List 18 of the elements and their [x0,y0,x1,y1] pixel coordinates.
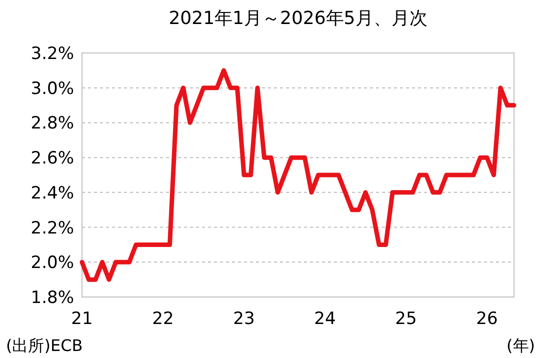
chart-title: 2021年1月～2026年5月、月次 [168,8,428,29]
x-tick-label: 22 [152,309,174,329]
text: (出所)ECB [6,336,83,355]
y-tick-label: 2.2% [30,218,74,238]
y-tick-label: 3.0% [30,78,74,99]
y-tick-label: 3.2% [30,44,74,64]
y-tick-label: 2.0% [30,253,74,274]
y-tick-label: 2.6% [30,148,74,169]
x-tick-label: 26 [476,309,498,329]
y-tick-label: 1.8% [30,288,74,308]
x-tick-label: 25 [395,309,417,329]
y-tick-label: 2.8% [30,114,74,134]
x-tick-label: 24 [314,309,336,329]
x-tick-label: 23 [233,309,255,329]
line-series [80,68,516,282]
x-tick-label: 21 [71,309,93,329]
x-axis-title: (年) [506,336,535,355]
y-tick-label: 2.4% [30,183,74,204]
